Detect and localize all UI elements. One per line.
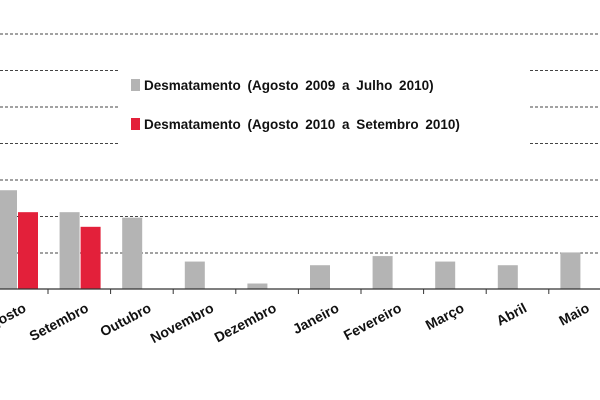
- x-tick-label: Fevereiro: [341, 300, 404, 344]
- bar: [372, 256, 393, 289]
- bar: [18, 212, 38, 289]
- x-tick-label: Abril: [494, 300, 530, 329]
- x-tick-label: Março: [423, 300, 467, 333]
- bar: [122, 217, 143, 289]
- bar: [0, 190, 17, 289]
- x-tick-label: Outubro: [97, 300, 153, 340]
- bar: [310, 265, 330, 289]
- legend-box: [118, 68, 530, 144]
- x-tick-label: Agosto: [0, 300, 28, 337]
- bar: [435, 261, 456, 289]
- bar: [247, 283, 268, 289]
- x-tick-label: Novembro: [148, 300, 217, 347]
- bar: [80, 226, 101, 289]
- legend-label: Desmatamento (Agosto 2010 a Setembro 201…: [144, 117, 460, 132]
- bar: [59, 212, 80, 289]
- legend-swatch: [131, 79, 140, 91]
- legend-swatch: [131, 118, 140, 130]
- bar: [184, 261, 205, 289]
- x-tick-label: Dezembro: [212, 300, 279, 346]
- x-tick-label: Maio: [556, 300, 592, 329]
- x-tick-label: Janeiro: [290, 300, 341, 338]
- legend-label: Desmatamento (Agosto 2009 a Julho 2010): [144, 78, 434, 93]
- bar: [560, 252, 581, 289]
- bar: [497, 265, 518, 289]
- x-tick-label: Setembro: [26, 300, 91, 344]
